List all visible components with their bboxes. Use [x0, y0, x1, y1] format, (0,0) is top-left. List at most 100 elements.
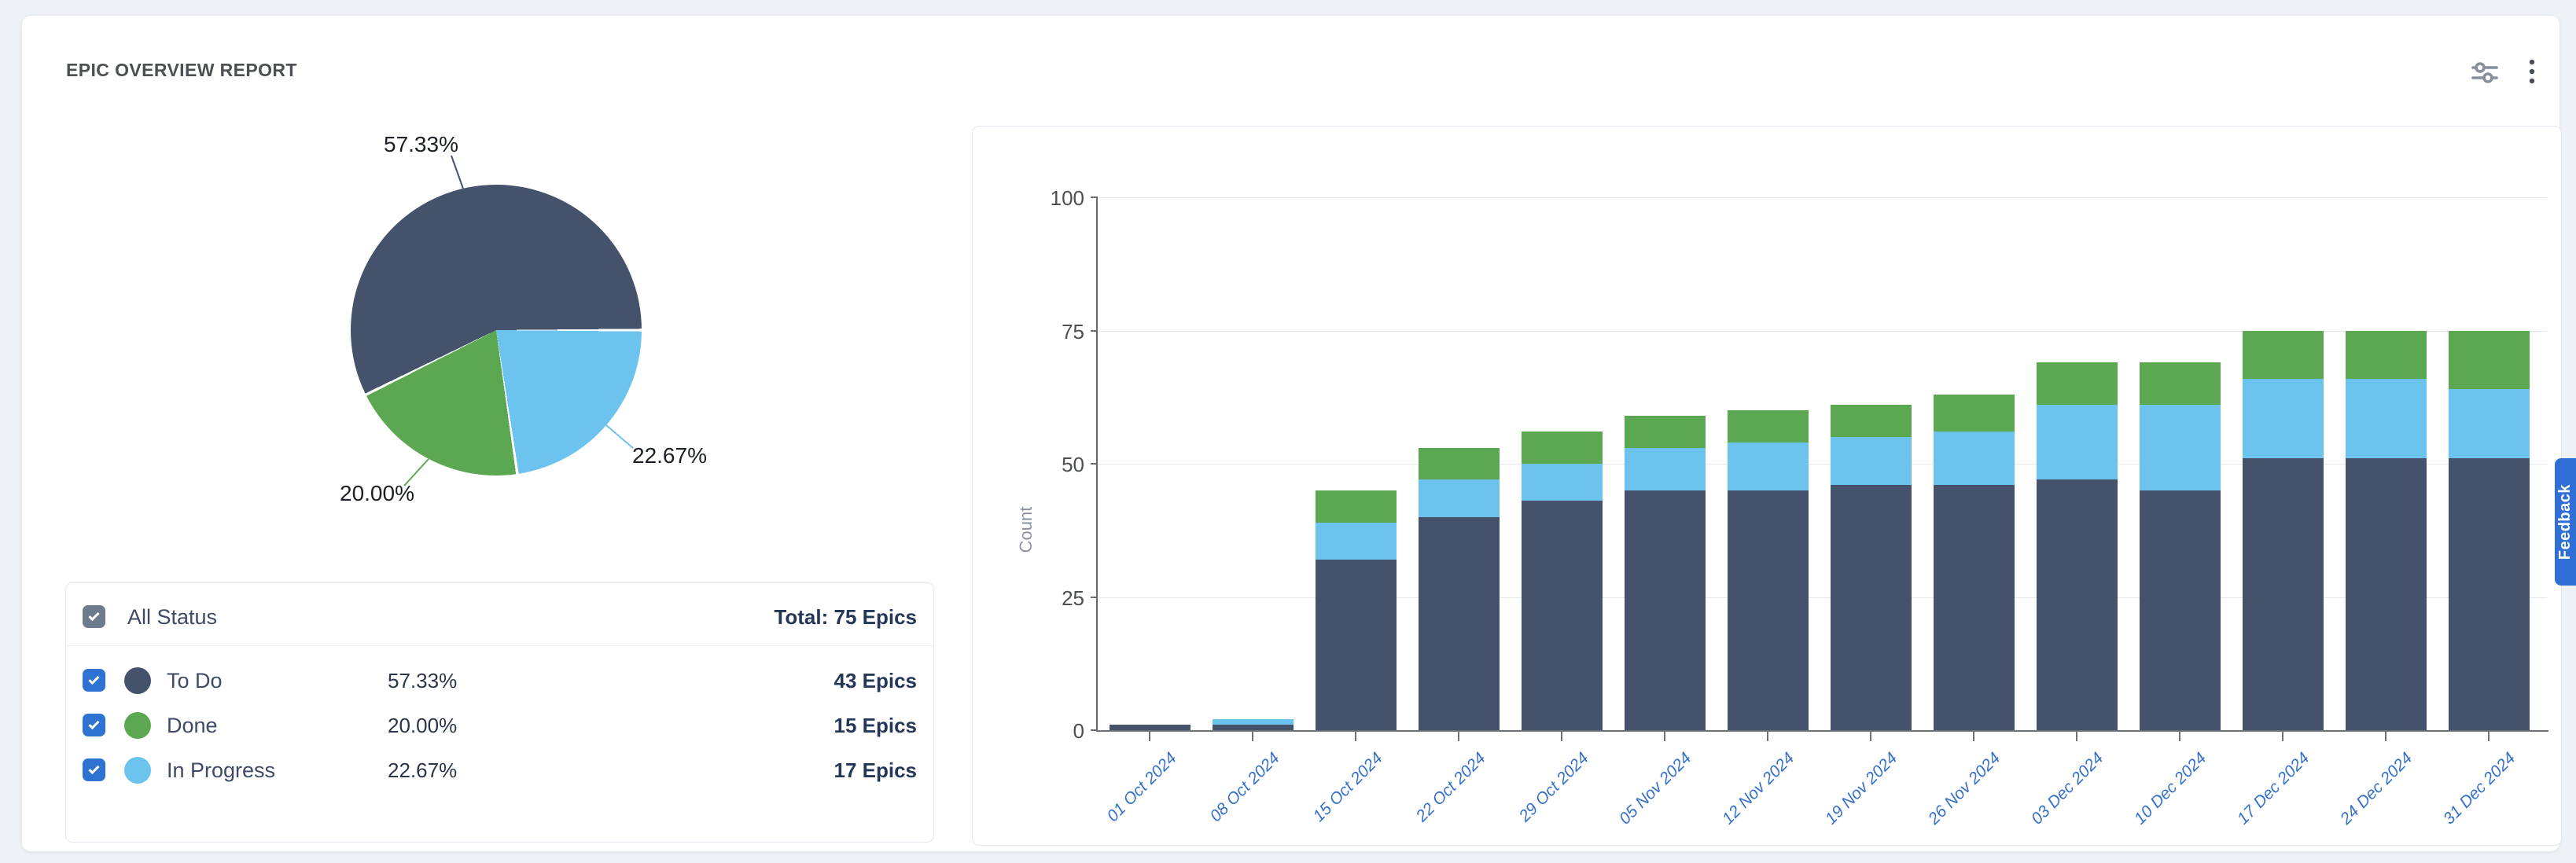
kebab-menu-icon[interactable]	[2519, 53, 2545, 91]
bar-segment-done[interactable]	[2139, 362, 2221, 406]
status-legend-panel: All Status Total: 75 Epics To Do 57.33% …	[65, 582, 934, 843]
bar-segment-to-do[interactable]	[2345, 458, 2427, 730]
y-gridline	[1098, 464, 2547, 465]
bar-segment-done[interactable]	[2448, 330, 2530, 390]
legend-row-todo: To Do 57.33% 43 Epics	[66, 667, 933, 694]
bar-segment-to-do[interactable]	[2242, 458, 2324, 730]
total-epics-value: Total: 75 Epics	[774, 605, 917, 629]
x-axis-tick	[1149, 732, 1150, 741]
bar-segment-in-progress[interactable]	[1727, 442, 1809, 490]
pie-label-todo: 57.33%	[384, 132, 458, 156]
bar-segment-in-progress[interactable]	[2139, 405, 2221, 490]
bar-segment-to-do[interactable]	[1624, 490, 1706, 730]
bar-segment-done[interactable]	[1933, 394, 2015, 432]
bar-segment-in-progress[interactable]	[2345, 378, 2427, 459]
bar-segment-in-progress[interactable]	[2448, 389, 2530, 459]
todo-color-swatch	[124, 667, 151, 694]
bar-segment-done[interactable]	[2242, 330, 2324, 379]
bar-segment-done[interactable]	[1727, 410, 1809, 443]
bar-segment-in-progress[interactable]	[1212, 719, 1294, 725]
done-color-swatch	[124, 712, 151, 739]
bar-segment-done[interactable]	[1521, 432, 1603, 464]
report-card: EPIC OVERVIEW REPORT 57.33% 22.67%	[21, 15, 2562, 852]
bar-segment-done[interactable]	[2036, 362, 2118, 406]
feedback-tab-button[interactable]: Feedback	[2555, 458, 2576, 586]
x-tick-label: 19 Nov 2024	[1821, 749, 1901, 828]
status-pie-chart[interactable]	[351, 185, 642, 476]
y-gridline	[1098, 330, 2547, 332]
todo-checkbox[interactable]	[83, 669, 105, 692]
y-tick-label: 25	[1062, 586, 1084, 610]
legend-row-all-status: All Status Total: 75 Epics	[66, 604, 933, 630]
in-progress-count: 17 Epics	[834, 758, 917, 782]
x-axis-tick	[2179, 732, 2180, 741]
todo-count: 43 Epics	[834, 669, 917, 692]
in-progress-label: In Progress	[167, 758, 276, 782]
check-icon	[88, 718, 100, 730]
x-axis-tick	[1664, 732, 1665, 741]
x-tick-label: 08 Oct 2024	[1206, 749, 1283, 826]
feedback-tab-label: Feedback	[2556, 483, 2574, 560]
bar-segment-in-progress[interactable]	[1418, 479, 1500, 517]
x-tick-label: 31 Dec 2024	[2439, 749, 2519, 828]
x-tick-label: 29 Oct 2024	[1515, 749, 1592, 826]
x-axis-tick	[2385, 732, 2386, 741]
in-progress-color-swatch	[124, 757, 151, 784]
y-gridline	[1098, 597, 2547, 598]
bar-segment-done[interactable]	[1624, 415, 1706, 448]
bar-segment-in-progress[interactable]	[2242, 378, 2324, 459]
check-icon	[88, 763, 100, 775]
check-icon	[88, 610, 100, 622]
bar-segment-in-progress[interactable]	[1521, 464, 1603, 501]
check-icon	[88, 674, 100, 685]
bar-segment-to-do[interactable]	[1727, 490, 1809, 730]
bar-segment-to-do[interactable]	[1521, 501, 1603, 730]
bar-segment-to-do[interactable]	[1315, 560, 1397, 730]
bar-segment-to-do[interactable]	[2036, 479, 2118, 730]
done-checkbox[interactable]	[83, 714, 105, 736]
x-axis-tick	[1355, 732, 1356, 741]
filter-sliders-icon[interactable]	[2469, 58, 2501, 86]
y-axis-tick	[1091, 729, 1098, 731]
epics-over-time-chart: Count 0 25 50 75 100 01 Oct 2024 08 Oct 2024 15…	[972, 126, 2562, 846]
bar-segment-done[interactable]	[1830, 405, 1912, 438]
all-status-label: All Status	[127, 605, 218, 629]
bar-segment-done[interactable]	[1418, 447, 1500, 480]
bar-segment-in-progress[interactable]	[1933, 432, 2015, 486]
y-axis-tick	[1091, 596, 1098, 598]
y-axis-tick	[1091, 463, 1098, 465]
x-tick-label: 10 Dec 2024	[2130, 749, 2210, 828]
bar-segment-done[interactable]	[2345, 330, 2427, 379]
bar-segment-in-progress[interactable]	[1315, 522, 1397, 560]
bar-segment-to-do[interactable]	[2139, 490, 2221, 730]
bar-segment-in-progress[interactable]	[1830, 437, 1912, 486]
bar-segment-to-do[interactable]	[2448, 458, 2530, 730]
page-title: EPIC OVERVIEW REPORT	[66, 60, 297, 80]
bar-segment-to-do[interactable]	[1109, 725, 1190, 730]
pie-label-done: 20.00%	[340, 481, 414, 505]
bar-segment-to-do[interactable]	[1418, 516, 1500, 730]
todo-label: To Do	[167, 669, 223, 692]
y-axis-line	[1096, 197, 1098, 730]
bar-segment-to-do[interactable]	[1212, 725, 1294, 730]
y-axis-tick	[1091, 196, 1098, 198]
x-axis-tick	[1870, 732, 1871, 741]
all-status-checkbox[interactable]	[83, 605, 105, 628]
done-count: 15 Epics	[834, 714, 917, 737]
bar-segment-done[interactable]	[1315, 490, 1397, 523]
x-tick-label: 01 Oct 2024	[1103, 749, 1180, 826]
bar-segment-in-progress[interactable]	[1624, 447, 1706, 490]
x-tick-label: 22 Oct 2024	[1412, 749, 1489, 826]
bar-segment-to-do[interactable]	[1830, 485, 1912, 730]
in-progress-checkbox[interactable]	[83, 758, 105, 781]
y-tick-label: 50	[1062, 453, 1084, 476]
bar-segment-to-do[interactable]	[1933, 485, 2015, 730]
bar-segment-in-progress[interactable]	[2036, 405, 2118, 480]
done-label: Done	[167, 714, 218, 737]
x-tick-label: 26 Nov 2024	[1924, 749, 2004, 828]
x-tick-label: 05 Nov 2024	[1615, 749, 1695, 828]
x-axis-tick	[2488, 732, 2490, 741]
x-axis-line	[1096, 730, 2548, 732]
x-tick-label: 12 Nov 2024	[1718, 749, 1798, 828]
